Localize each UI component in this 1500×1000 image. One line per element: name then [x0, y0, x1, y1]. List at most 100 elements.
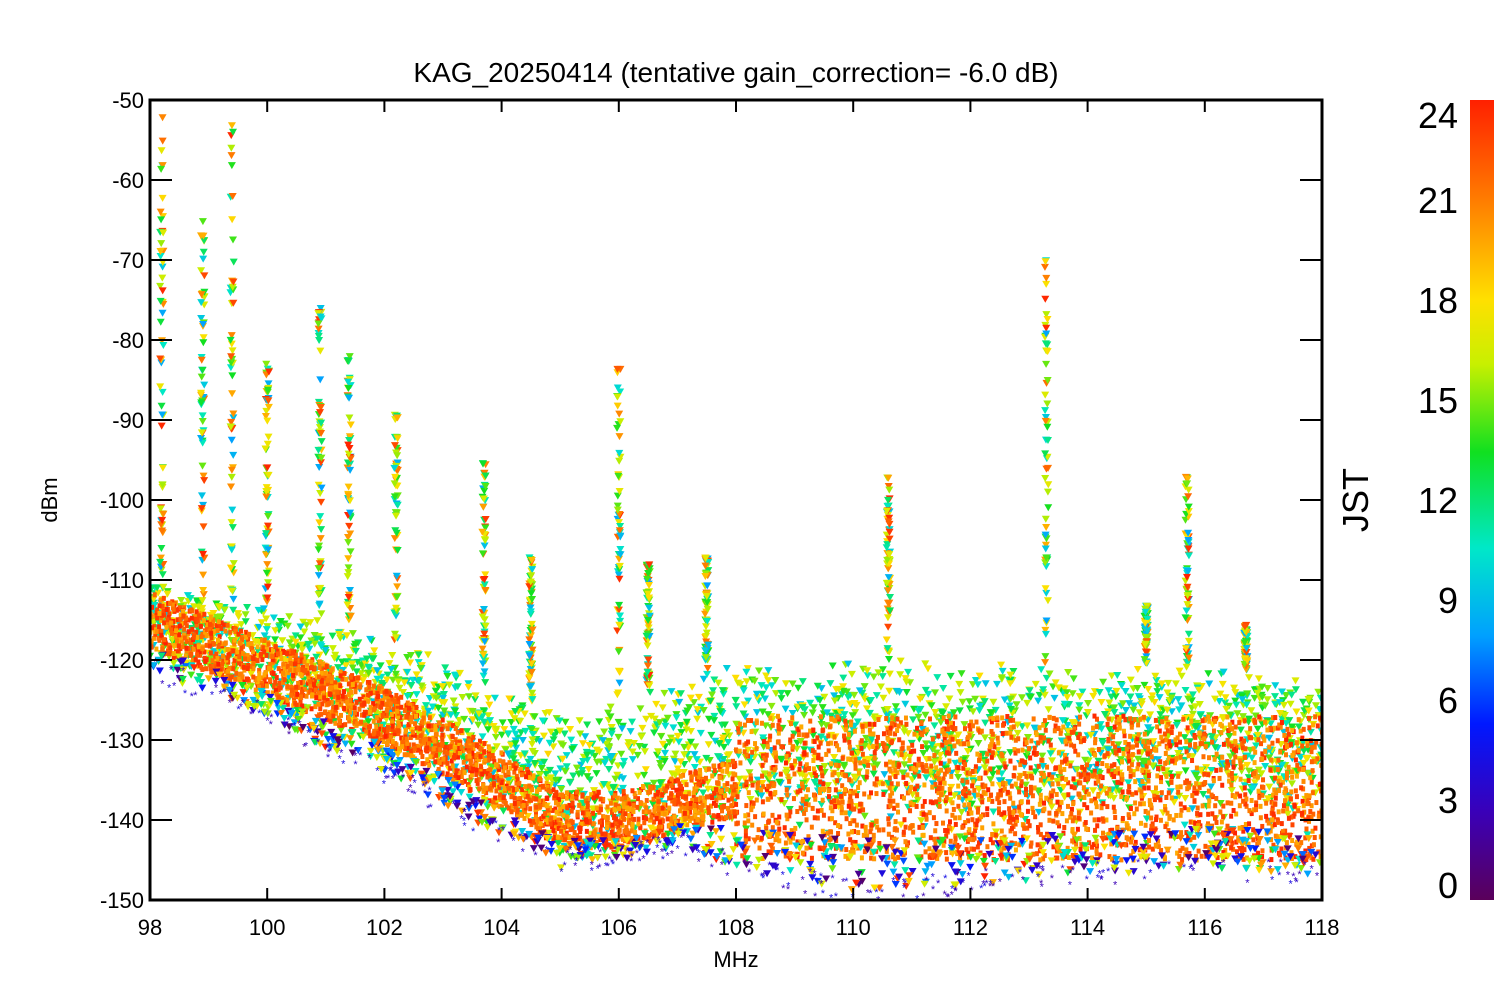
- data-point: [591, 791, 596, 797]
- data-point: [992, 828, 1001, 836]
- data-point: [1039, 843, 1044, 849]
- data-point: [619, 775, 628, 783]
- data-point: [412, 671, 421, 679]
- data-point: [1177, 739, 1182, 745]
- data-point: [1000, 787, 1005, 793]
- data-point: [844, 693, 853, 701]
- data-point: [965, 770, 970, 776]
- data-point: [755, 667, 764, 675]
- data-point: [458, 740, 463, 746]
- data-point: [509, 725, 518, 733]
- data-point: [973, 764, 978, 770]
- data-point: [915, 792, 920, 798]
- data-point: [362, 712, 367, 718]
- data-point: [891, 703, 900, 711]
- data-point: [441, 664, 450, 672]
- data-point: [1135, 736, 1140, 742]
- data-point: [562, 752, 571, 760]
- data-point: [865, 759, 870, 765]
- data-point: [1293, 854, 1298, 860]
- data-point: [1105, 699, 1114, 707]
- data-point: [1181, 767, 1190, 775]
- data-point: [192, 614, 197, 620]
- data-point: [1155, 694, 1164, 702]
- data-point: [600, 759, 609, 767]
- data-point: [939, 684, 948, 692]
- data-point: [331, 705, 336, 711]
- data-point: [403, 668, 412, 676]
- data-point: [291, 632, 300, 640]
- data-point: [341, 662, 350, 670]
- data-point: [1006, 671, 1015, 679]
- data-point: [1304, 826, 1309, 832]
- data-point: [977, 752, 982, 758]
- data-point: [186, 629, 191, 635]
- data-point: [1238, 776, 1243, 782]
- data-point: [1040, 691, 1049, 699]
- data-point: [654, 785, 663, 793]
- data-point: [788, 709, 797, 717]
- data-point: [1038, 738, 1043, 744]
- data-point: [781, 705, 790, 713]
- data-point: [1157, 684, 1166, 692]
- data-point: [650, 729, 659, 737]
- data-point: [946, 672, 955, 680]
- data-point: [378, 732, 383, 738]
- data-point: [785, 816, 790, 822]
- data-point: [423, 736, 428, 742]
- data-point: [1210, 695, 1219, 703]
- data-point: [1282, 692, 1291, 700]
- data-point: [761, 695, 770, 703]
- data-point: [798, 771, 807, 779]
- data-point: [1292, 708, 1301, 716]
- data-point: [399, 694, 404, 700]
- data-point: [1312, 744, 1317, 750]
- data-point: [981, 734, 990, 742]
- data-point: [1230, 793, 1235, 799]
- data-point: [1012, 765, 1017, 771]
- data-point: [874, 776, 879, 782]
- data-point: [1299, 759, 1308, 767]
- data-point: [641, 815, 646, 821]
- data-point: [931, 689, 940, 697]
- data-point: [513, 804, 518, 810]
- data-point: [1200, 740, 1205, 746]
- data-point: [1100, 710, 1109, 718]
- data-point: [1181, 795, 1190, 803]
- data-point: [775, 778, 784, 786]
- data-point: [1210, 811, 1215, 817]
- data-point: [1234, 748, 1239, 754]
- data-point: [1056, 781, 1061, 787]
- data-point: [264, 646, 269, 652]
- data-point: [927, 810, 932, 816]
- data-point: [475, 780, 480, 786]
- data-point: [1094, 716, 1099, 722]
- data-point: [443, 673, 452, 681]
- data-point: [654, 829, 659, 835]
- data-point: [424, 707, 433, 715]
- data-point: [985, 812, 990, 818]
- data-point: [545, 709, 554, 717]
- data-point: [450, 734, 455, 740]
- data-point: [635, 804, 640, 810]
- data-point: [1180, 734, 1189, 742]
- data-point: [669, 724, 678, 732]
- data-point: [1097, 788, 1106, 796]
- data-point: [848, 805, 853, 811]
- data-point: [974, 786, 983, 794]
- data-point: [161, 608, 166, 614]
- data-point: [1105, 726, 1114, 734]
- data-point: [560, 730, 569, 738]
- data-point: [908, 800, 913, 806]
- data-point: [528, 747, 537, 755]
- data-point: [760, 855, 765, 861]
- data-point: [1300, 798, 1305, 804]
- data-point: [438, 683, 447, 691]
- data-point: [1219, 760, 1228, 768]
- data-point: [434, 704, 443, 712]
- data-point: [1167, 694, 1176, 702]
- data-point: [1186, 753, 1191, 759]
- data-point: [1036, 763, 1041, 769]
- data-point: [649, 779, 658, 787]
- data-point: [718, 687, 727, 695]
